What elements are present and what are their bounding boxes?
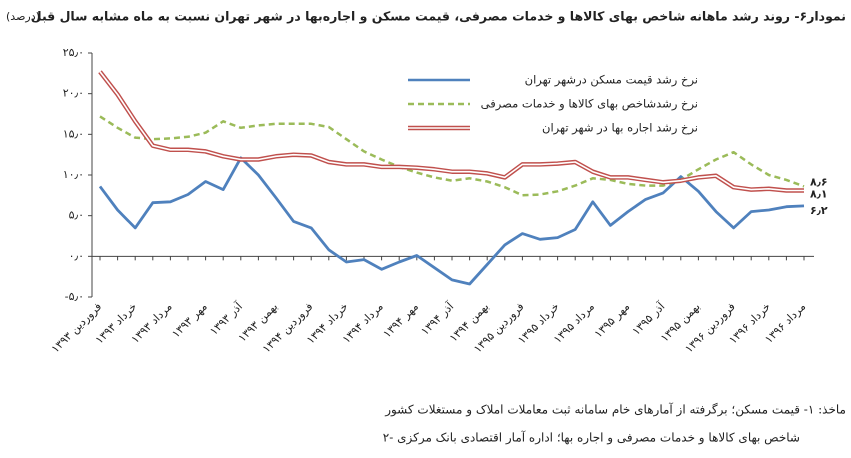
y-tick-label: ۱۰٫۰ xyxy=(63,168,84,181)
y-tick-label: ۲۵٫۰ xyxy=(63,46,84,59)
y-tick-label: -۵٫۰ xyxy=(65,290,84,303)
y-tick-label: ۰٫۰ xyxy=(69,249,84,262)
source-note: ماخذ: ۱- قیمت مسکن؛ برگرفته از آمارهای خ… xyxy=(384,402,846,417)
legend-label: نرخ رشدشاخص بهای کالاها و خدمات مصرفی xyxy=(481,97,698,112)
line-highlight xyxy=(99,71,804,192)
y-tick-label: ۵٫۰ xyxy=(69,209,84,222)
legend-label: نرخ رشد قیمت مسکن درشهر تهران xyxy=(525,73,698,88)
data-label: ۸٫۶ xyxy=(810,175,828,188)
y-tick-label: ۱۵٫۰ xyxy=(63,127,84,140)
x-tick-label: مهر ۱۳۹۳ xyxy=(169,300,210,341)
unit-label: (درصد) xyxy=(6,10,40,23)
data-label: ۶٫۲ xyxy=(810,204,828,217)
chart-title: نمودار۶- روند رشد ماهانه شاخص بهای کالاه… xyxy=(31,9,846,24)
y-tick-label: ۲۰٫۰ xyxy=(63,87,84,100)
x-tick-label: فروردین ۱۳۹۳ xyxy=(49,300,104,355)
legend-label: نرخ رشد اجاره بها در شهر تهران xyxy=(542,121,698,136)
source-note: ۲- شاخص بهای کالاها و خدمات مصرفی و اجار… xyxy=(383,430,800,445)
data-label: ۸٫۱ xyxy=(810,187,828,200)
x-tick-label: مهر ۱۳۹۴ xyxy=(381,300,422,341)
x-tick-label: مهر ۱۳۹۵ xyxy=(592,300,633,341)
